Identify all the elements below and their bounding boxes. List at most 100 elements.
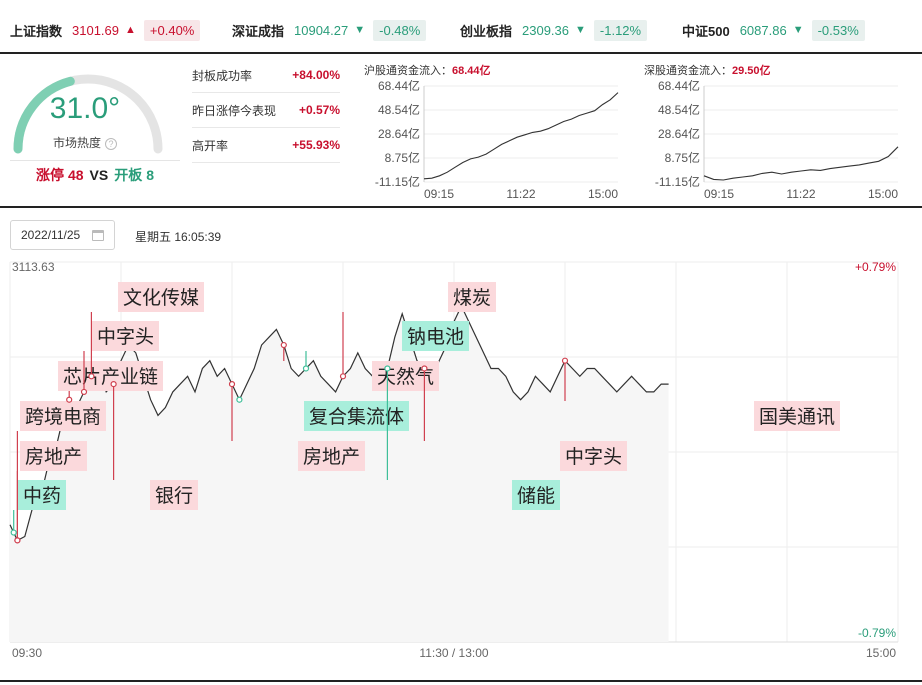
tag-label: 中药: [23, 485, 61, 507]
arrow-down-icon: ▼: [575, 24, 586, 36]
tag-point: [10, 529, 17, 536]
tag-box[interactable]: [304, 401, 409, 431]
index-strip: 上证指数 3101.69 ▲ +0.40% 深证成指 10904.27 ▼ -0…: [0, 0, 922, 54]
flow-chart: 68.44亿 48.54亿 28.64亿 8.75亿 -11.15亿 09:15 11:22…: [655, 80, 899, 200]
flow-y-tick: 8.75亿: [665, 150, 700, 165]
flow-x-tick: 09:15: [704, 187, 734, 200]
calendar-icon[interactable]: [92, 230, 104, 241]
tag-label: 煤炭: [453, 287, 491, 309]
index-name: 中证500: [682, 23, 730, 39]
date-picker[interactable]: 2022/11/25: [10, 220, 115, 250]
tag-box[interactable]: [118, 282, 204, 312]
tag-box[interactable]: [402, 321, 469, 351]
flow-title-label: 深股通资金流入：: [644, 65, 732, 77]
tag-label: 国美通讯: [759, 406, 835, 428]
tag-label: 房地产: [25, 446, 82, 468]
stat-value: +55.93%: [292, 138, 340, 152]
index-chinext[interactable]: 创业板指 2309.36 ▼ -1.12%: [460, 17, 648, 43]
index-change: -0.48%: [373, 19, 427, 41]
tag-box[interactable]: [372, 361, 439, 391]
y-max-label: 3113.63: [12, 260, 55, 274]
tag-point: [110, 381, 117, 388]
flow-y-tick: -11.15亿: [655, 174, 700, 189]
arrow-down-icon: ▼: [792, 24, 804, 36]
index-price: 3101.69: [72, 22, 120, 38]
stat-label: 封板成功率: [192, 68, 253, 83]
tag-box[interactable]: [20, 401, 106, 431]
tag-label: 跨境电商: [25, 406, 101, 428]
index-price: 2309.36: [522, 22, 570, 38]
flow-x-tick: 15:00: [868, 187, 898, 200]
date-picker-value: 2022/11/25: [21, 228, 81, 242]
tag-point: [421, 365, 428, 372]
tag-box[interactable]: [560, 441, 627, 471]
stat-row: 高开率 +55.93%: [192, 128, 340, 163]
tag-label: 天然气: [377, 366, 434, 388]
tag-point: [88, 373, 95, 380]
flow-y-tick: 28.64亿: [378, 126, 420, 141]
tag-point: [384, 365, 391, 372]
flow-y-tick: 48.54亿: [378, 102, 420, 117]
index-csi500[interactable]: 中证500 6087.86 ▼ -0.53%: [682, 17, 865, 43]
tag-label: 中字头: [565, 446, 622, 468]
tag-point: [280, 341, 287, 349]
stat-value: +0.57%: [298, 103, 340, 117]
tag-box[interactable]: [298, 441, 365, 471]
tag-box[interactable]: [18, 480, 66, 510]
stat-row: 封板成功率 +84.00%: [192, 58, 340, 93]
index-price: 10904.27: [294, 22, 349, 38]
stat-row: 昨日涨停今表现 +0.57%: [192, 93, 340, 128]
index-name: 上证指数: [10, 23, 63, 39]
stat-label: 昨日涨停今表现: [192, 103, 277, 118]
tag-box[interactable]: [512, 480, 560, 510]
open-board-label: 开板: [114, 166, 143, 183]
stat-value: +84.00%: [292, 68, 340, 82]
flow-y-tick: 48.54亿: [658, 102, 700, 117]
open-board-count: 8: [146, 166, 155, 183]
northbound-flow-shenzhen: 深股通资金流入：29.50亿 68.44亿 48.54亿 28.64亿 8.75亿 -1…: [644, 62, 904, 202]
right-max-label: +0.79%: [855, 260, 896, 274]
index-change: -0.53%: [811, 19, 865, 41]
tag-point: [561, 357, 569, 364]
flow-title: 深股通资金流入：29.50亿: [644, 62, 904, 78]
tag-label: 芯片产业链: [63, 366, 158, 388]
tag-box[interactable]: [448, 282, 496, 312]
limit-up-label: 涨停: [35, 166, 64, 183]
market-overview: 31.0° 市场热度? 涨停 48 VS 开板 8 封板成功率 +84.00% …: [0, 56, 922, 208]
tag-point: [14, 537, 21, 544]
index-name: 深证成指: [232, 23, 285, 39]
x-tick-end: 15:00: [866, 646, 896, 660]
flow-x-tick: 09:15: [424, 187, 454, 200]
tag-box[interactable]: [58, 361, 163, 391]
vs-text: VS: [89, 166, 109, 183]
limit-up-summary: 涨停 48 VS 开板 8: [10, 160, 180, 188]
flow-y-tick: 28.64亿: [658, 126, 700, 141]
x-tick-start: 09:30: [12, 646, 42, 660]
index-shanghai[interactable]: 上证指数 3101.69 ▲ +0.40%: [10, 17, 201, 43]
flow-line: [423, 92, 619, 180]
tag-point: [302, 365, 310, 372]
tag-point: [66, 396, 73, 403]
index-name: 创业板指: [460, 23, 513, 39]
tag-box[interactable]: [92, 321, 159, 351]
flow-y-tick: 8.75亿: [385, 150, 420, 165]
tag-label: 复合集流体: [309, 406, 404, 428]
help-circle-icon[interactable]: ?: [105, 137, 117, 150]
stat-label: 高开率: [192, 138, 229, 153]
tag-point: [228, 381, 236, 388]
x-tick-mid: 11:30 / 13:00: [419, 646, 488, 660]
tag-box[interactable]: [754, 401, 840, 431]
flow-title-value: 68.44亿: [452, 65, 491, 77]
tag-box[interactable]: [150, 480, 198, 510]
tag-box[interactable]: [20, 441, 87, 471]
arrow-down-icon: ▼: [354, 24, 366, 36]
tag-label: 中字头: [97, 326, 154, 348]
weekday-time: 星期五 16:05:39: [135, 230, 222, 244]
tag-point: [80, 388, 88, 396]
date-bar: 2022/11/25 星期五 16:05:39: [0, 212, 922, 256]
index-change: +0.40%: [143, 19, 201, 41]
index-shenzhen[interactable]: 深证成指 10904.27 ▼ -0.48%: [232, 17, 427, 43]
flow-x-tick: 15:00: [588, 187, 618, 200]
flow-y-tick: -11.15亿: [375, 174, 420, 189]
